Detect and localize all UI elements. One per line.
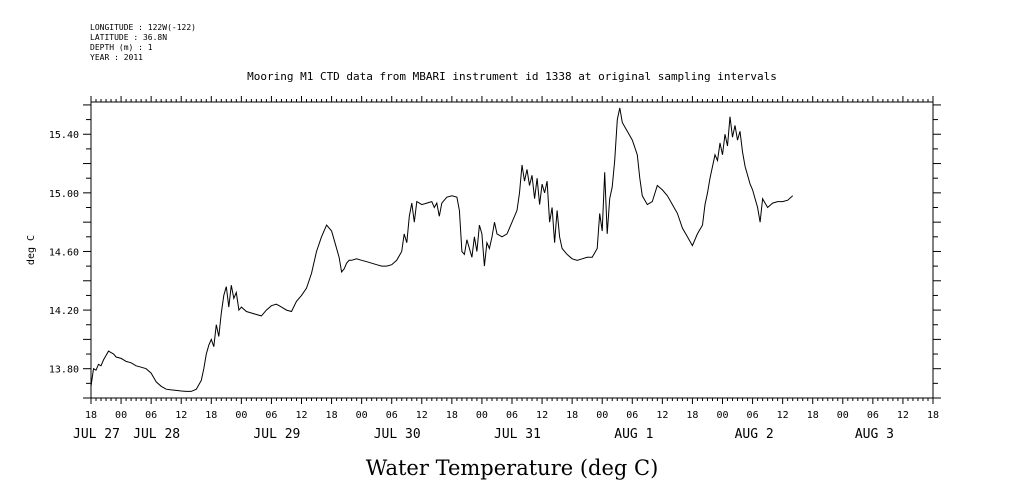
x-axis-date-labels: JUL 27 JUL 28 JUL 29 JUL 30 JUL 31 AUG 1 AUG 2… [73,427,894,442]
x-tick-label: 12 [536,410,548,421]
x-tick-label: 12 [295,410,307,421]
x-tick-label: 18 [85,410,97,421]
x-axis-ticks [90,96,934,404]
y-tick-label: 14.60 [49,247,79,258]
x-date-label: JUL 27 [73,427,120,442]
x-date-label: AUG 1 [614,427,653,442]
x-tick-label: 00 [235,410,247,421]
x-tick-label: 00 [115,410,127,421]
x-tick-label: 18 [927,410,939,421]
x-date-label: AUG 2 [735,427,774,442]
x-tick-label: 12 [175,410,187,421]
plot-frame [90,101,934,399]
x-tick-label: 00 [837,410,849,421]
x-date-label: JUL 30 [374,427,421,442]
x-date-label: AUG 3 [855,427,894,442]
x-tick-label: 06 [386,410,398,421]
y-tick-label: 13.80 [49,365,79,376]
x-tick-label: 18 [566,410,578,421]
x-axis-tick-labels: 18 00 06 12 18 00 06 12 18 00 06 12 18 00 06 12 18 00 06 12… [85,410,939,421]
x-tick-label: 00 [356,410,368,421]
meta-year: YEAR : 2011 [90,53,143,62]
x-tick-label: 00 [476,410,488,421]
x-tick-label: 12 [656,410,668,421]
meta-latitude: LATITUDE : 36.8N [90,33,167,42]
x-tick-label: 00 [716,410,728,421]
x-tick-label: 18 [807,410,819,421]
y-tick-label: 15.40 [49,130,79,141]
y-axis-tick-labels: 13.80 14.20 14.60 15.00 15.40 [49,130,79,375]
x-tick-label: 12 [777,410,789,421]
x-tick-label: 18 [205,410,217,421]
x-tick-label: 06 [747,410,759,421]
meta-longitude: LONGITUDE : 122W(-122) [90,23,196,32]
metadata-block: LONGITUDE : 122W(-122) LATITUDE : 36.8N … [90,23,196,62]
x-tick-label: 00 [596,410,608,421]
water-temperature-line [90,107,794,392]
x-tick-label: 18 [326,410,338,421]
x-tick-label: 06 [626,410,638,421]
x-date-label: JUL 28 [133,427,180,442]
x-axis-title: Water Temperature (deg C) [366,456,659,480]
x-tick-label: 12 [416,410,428,421]
x-tick-label: 06 [867,410,879,421]
x-tick-label: 06 [506,410,518,421]
meta-depth: DEPTH (m) : 1 [90,43,153,52]
x-tick-label: 06 [145,410,157,421]
y-tick-label: 15.00 [49,189,79,200]
y-axis-ticks [83,104,941,399]
x-tick-label: 18 [686,410,698,421]
x-tick-label: 06 [265,410,277,421]
y-tick-label: 14.20 [49,306,79,317]
chart-title: Mooring M1 CTD data from MBARI instrumen… [247,70,777,83]
x-date-label: JUL 29 [253,427,300,442]
x-date-label: JUL 31 [494,427,541,442]
x-tick-label: 12 [897,410,909,421]
y-axis-label: deg C [26,235,37,265]
x-tick-label: 18 [446,410,458,421]
